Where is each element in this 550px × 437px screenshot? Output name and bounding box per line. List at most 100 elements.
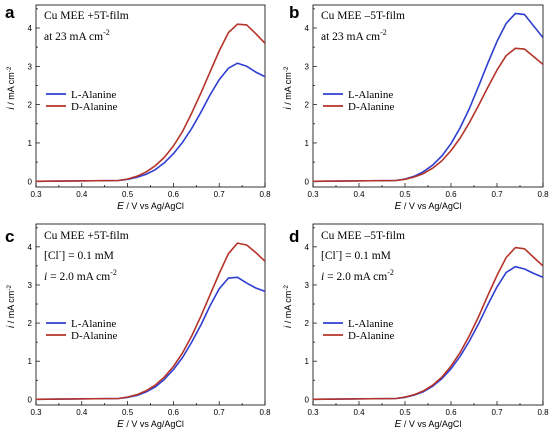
panel-c: c 0.3 0.4 0.5 0.6 0.7 0.8 0 1 2 3 4 E / V vs Ag/AgCl… — [5, 223, 271, 430]
legend-label: L-Alanine — [348, 89, 393, 101]
y-axis-unit-sup: -2 — [6, 66, 13, 72]
series-line-d-alanine — [313, 246, 543, 401]
panel-letter: d — [289, 227, 299, 246]
series-line-l-alanine — [36, 62, 265, 183]
y-axis-symbol: i — [283, 325, 294, 328]
y-tick-label: 0 — [28, 395, 33, 404]
annotation-current: at 23 mA cm-2 — [44, 28, 110, 43]
panel-letter: a — [5, 3, 15, 22]
y-axis-label: i / mA cm-2 — [283, 66, 294, 109]
annotation-film: Cu MEE +5T-film — [44, 230, 129, 242]
annotation-current: at 23 mA cm-2 — [321, 28, 387, 43]
x-tick-label: 0.8 — [537, 408, 549, 417]
x-tick-label: 0.4 — [76, 190, 88, 199]
y-tick-label: 0 — [305, 395, 310, 404]
y-tick-label: 1 — [305, 139, 310, 148]
x-axis-symbol: E — [395, 201, 402, 212]
x-tick-label: 0.5 — [399, 190, 411, 199]
y-axis-unit: / mA cm — [6, 291, 16, 326]
x-tick-label: 0.5 — [122, 408, 134, 417]
annotation-chloride: [Cl-] = 0.1 mM — [321, 247, 391, 262]
y-axis-label: i / mA cm-2 — [6, 285, 17, 328]
x-tick-label: 0.3 — [30, 190, 42, 199]
panel-letter: b — [289, 3, 299, 22]
annotation-film: Cu MEE +5T-film — [44, 10, 129, 22]
x-tick-label: 0.5 — [399, 408, 411, 417]
y-tick-label: 2 — [305, 101, 310, 110]
x-axis-label: E / V vs Ag/AgCl — [395, 201, 462, 212]
y-axis-unit-sup: -2 — [6, 285, 13, 291]
panel-a: a 0.3 0.4 0.5 0.6 0.7 0.8 0 1 2 3 4 E / V vs Ag/AgCl… — [5, 3, 271, 212]
y-tick-label: 3 — [305, 281, 310, 290]
x-axis-unit: / V vs Ag/AgCl — [401, 419, 461, 429]
y-axis-symbol: i — [6, 107, 17, 110]
x-tick-label: 0.8 — [259, 190, 271, 199]
legend-label: D-Alanine — [71, 101, 118, 113]
x-axis-unit: / V vs Ag/AgCl — [124, 419, 184, 429]
x-tick-label: 0.4 — [353, 190, 365, 199]
y-tick-label: 2 — [28, 101, 33, 110]
y-axis-unit: / mA cm — [283, 291, 293, 326]
series-line-d-alanine — [313, 47, 543, 183]
x-tick-label: 0.3 — [30, 408, 42, 417]
x-axis-label: E / V vs Ag/AgCl — [395, 419, 462, 430]
y-axis-unit: / mA cm — [6, 72, 16, 107]
legend-label: L-Alanine — [348, 318, 393, 330]
y-axis-unit: / mA cm — [283, 72, 293, 107]
x-tick-label: 0.7 — [214, 408, 226, 417]
legend-label: L-Alanine — [71, 318, 116, 330]
y-tick-label: 1 — [28, 139, 33, 148]
legend-label: D-Alanine — [348, 330, 395, 342]
legend-label: D-Alanine — [348, 101, 395, 113]
y-tick-label: 1 — [305, 357, 310, 366]
series-line-d-alanine — [36, 242, 265, 401]
panel-d: d 0.3 0.4 0.5 0.6 0.7 0.8 0 1 2 3 4 E / V vs Ag/AgCl… — [283, 223, 549, 430]
annotation-chloride: [Cl-] = 0.1 mM — [44, 247, 114, 262]
x-axis-unit: / V vs Ag/AgCl — [124, 201, 184, 211]
annotation-current: i = 2.0 mA cm-2 — [44, 268, 117, 283]
y-axis-unit-sup: -2 — [283, 285, 290, 291]
annotation-film: Cu MEE –5T-film — [321, 230, 405, 242]
y-tick-label: 2 — [305, 319, 310, 328]
x-tick-label: 0.3 — [307, 408, 319, 417]
annotation-current: i = 2.0 mA cm-2 — [321, 268, 394, 283]
y-tick-label: 4 — [305, 24, 310, 33]
x-tick-label: 0.7 — [214, 190, 226, 199]
x-axis-label: E / V vs Ag/AgCl — [117, 419, 184, 430]
series-line-d-alanine — [36, 23, 265, 183]
x-tick-label: 0.7 — [491, 408, 503, 417]
x-tick-label: 0.7 — [491, 190, 503, 199]
x-axis-symbol: E — [395, 419, 402, 430]
y-tick-label: 3 — [28, 62, 33, 71]
x-axis-unit: / V vs Ag/AgCl — [401, 201, 461, 211]
y-tick-label: 1 — [28, 357, 33, 366]
y-tick-label: 3 — [305, 62, 310, 71]
x-tick-label: 0.8 — [537, 190, 549, 199]
annotation-film: Cu MEE –5T-film — [321, 10, 405, 22]
legend-label: L-Alanine — [71, 89, 116, 101]
x-tick-label: 0.4 — [353, 408, 365, 417]
x-tick-label: 0.5 — [122, 190, 134, 199]
x-tick-label: 0.6 — [445, 190, 457, 199]
x-axis-symbol: E — [117, 201, 124, 212]
y-tick-label: 3 — [28, 281, 33, 290]
x-tick-label: 0.6 — [168, 190, 180, 199]
y-axis-unit-sup: -2 — [283, 66, 290, 72]
y-tick-label: 4 — [305, 243, 310, 252]
y-axis-symbol: i — [6, 325, 17, 328]
panel-letter: c — [5, 227, 14, 246]
x-axis-symbol: E — [117, 419, 124, 430]
panel-b: b 0.3 0.4 0.5 0.6 0.7 0.8 0 1 2 3 4 E / V vs Ag/AgCl… — [283, 3, 549, 212]
y-axis-label: i / mA cm-2 — [6, 66, 17, 109]
x-tick-label: 0.8 — [259, 408, 271, 417]
y-tick-label: 2 — [28, 319, 33, 328]
y-tick-label: 4 — [28, 24, 33, 33]
x-tick-label: 0.6 — [168, 408, 180, 417]
legend-label: D-Alanine — [71, 330, 118, 342]
x-tick-label: 0.6 — [445, 408, 457, 417]
y-axis-symbol: i — [283, 107, 294, 110]
x-tick-label: 0.3 — [307, 190, 319, 199]
y-tick-label: 4 — [28, 243, 33, 252]
y-tick-label: 0 — [305, 177, 310, 186]
